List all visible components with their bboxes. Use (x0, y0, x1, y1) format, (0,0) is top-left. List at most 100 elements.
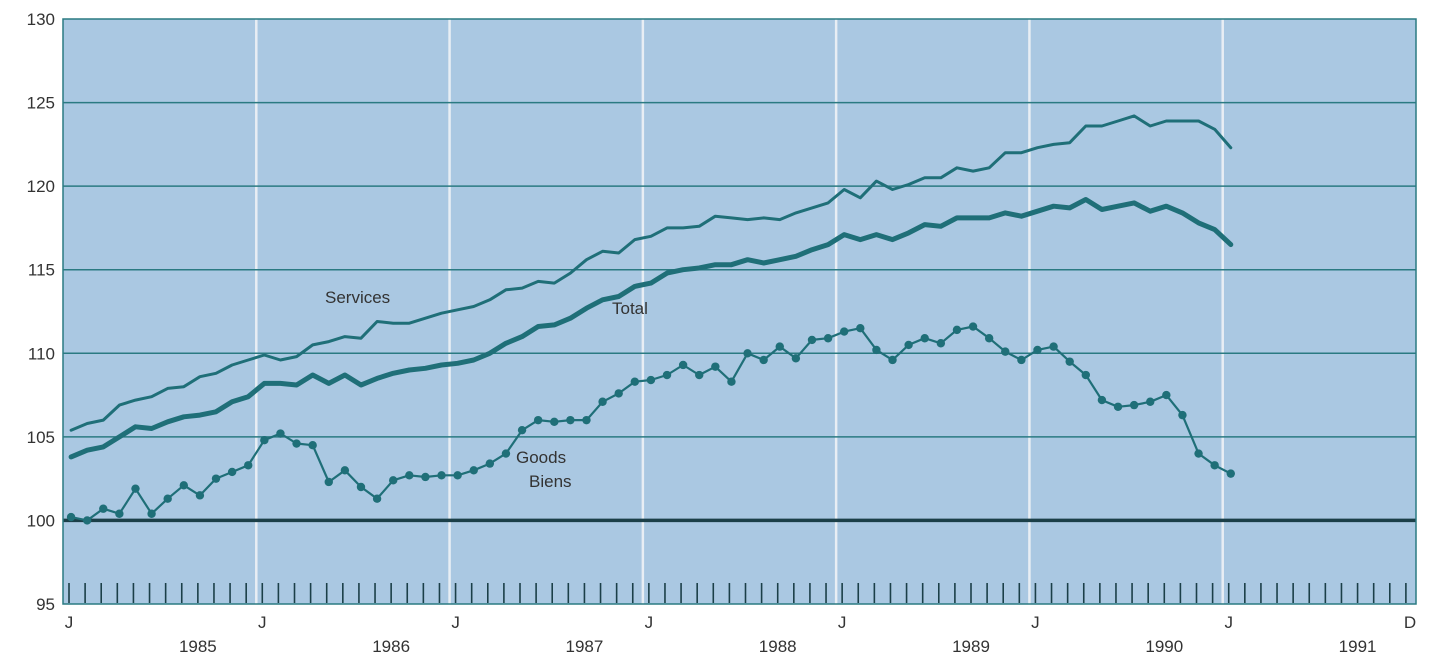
x-year-label: 1985 (179, 637, 217, 656)
data-point-goods (340, 466, 350, 475)
x-month-label: J (258, 613, 267, 632)
data-point-goods (807, 335, 817, 345)
data-point-goods (856, 324, 865, 333)
x-month-label: J (451, 613, 460, 632)
data-point-goods (1129, 400, 1139, 410)
series-label-services: Services (325, 288, 390, 307)
data-point-goods (517, 425, 527, 435)
data-point-goods (1001, 347, 1010, 356)
data-point-goods (115, 509, 124, 518)
data-point-goods (1049, 342, 1058, 351)
data-point-goods (308, 441, 317, 450)
x-year-label: 1988 (759, 637, 797, 656)
data-point-goods (888, 355, 897, 365)
data-point-goods (324, 477, 333, 487)
x-month-label: J (1031, 613, 1040, 632)
data-point-goods (1210, 461, 1219, 470)
data-point-goods (421, 472, 430, 482)
x-year-label: 1990 (1145, 637, 1183, 656)
data-point-goods (244, 461, 253, 470)
series-line-services (69, 114, 1233, 432)
data-point-goods (533, 415, 543, 425)
data-point-goods (195, 491, 205, 500)
plot-frame (62, 18, 1417, 605)
data-point-goods (920, 334, 929, 343)
data-point-goods (1146, 397, 1155, 406)
data-point-goods (82, 516, 92, 525)
x-month-label: D (1404, 613, 1416, 632)
data-point-goods (437, 471, 446, 480)
y-tick-label: 95 (36, 595, 55, 614)
data-point-goods (485, 459, 495, 468)
data-point-goods (695, 370, 704, 380)
x-month-label: J (645, 613, 654, 632)
data-point-goods (872, 345, 881, 355)
axis-ticks (68, 583, 1407, 603)
data-point-goods (405, 471, 414, 480)
plot-area (63, 19, 1416, 604)
data-point-goods (372, 494, 382, 503)
x-month-label: J (65, 613, 74, 632)
data-point-goods (356, 482, 366, 492)
data-point-goods (614, 389, 623, 398)
y-tick-label: 115 (28, 261, 55, 280)
data-point-goods (646, 375, 656, 385)
data-point-goods (839, 327, 849, 336)
data-point-goods (388, 476, 398, 485)
data-point-goods (582, 415, 591, 425)
x-year-label: 1987 (566, 637, 604, 656)
data-point-goods (759, 355, 768, 365)
data-point-goods (1081, 370, 1091, 380)
data-point-goods (775, 342, 784, 351)
data-point-goods (727, 377, 736, 386)
data-point-goods (469, 466, 478, 475)
x-month-label: J (838, 613, 847, 632)
series-label-total: Total (612, 299, 648, 318)
data-point-goods (276, 429, 285, 438)
data-point-goods (1097, 395, 1107, 405)
data-point-goods (984, 334, 994, 343)
data-point-goods (598, 397, 607, 406)
series-line-total (68, 197, 1234, 460)
data-point-goods (566, 415, 575, 425)
series-annotations: Services Total Goods Biens (325, 288, 648, 491)
data-point-goods (211, 474, 221, 483)
data-point-goods (1162, 390, 1171, 400)
data-point-goods (260, 436, 269, 445)
data-point-goods (952, 325, 962, 335)
x-month-label: J (1224, 613, 1233, 632)
data-point-goods (227, 467, 237, 477)
data-point-goods (1226, 469, 1235, 478)
axis-labels: 95 100 105 110 115 120 125 130 J J J J J J J D 1985 1986 1… (27, 10, 1417, 656)
data-point-goods (163, 494, 172, 503)
y-tick-label: 125 (27, 94, 55, 113)
data-point-goods (1178, 410, 1187, 420)
series-label-goods: Goods (516, 448, 566, 467)
data-point-goods (99, 504, 108, 513)
data-point-goods (179, 481, 189, 490)
x-year-label: 1986 (372, 637, 410, 656)
y-tick-label: 120 (27, 177, 55, 196)
x-year-label: 1989 (952, 637, 990, 656)
data-point-goods (936, 339, 946, 348)
data-point-goods (904, 340, 913, 350)
series-lines (66, 114, 1235, 525)
data-point-goods (550, 417, 559, 427)
data-point-goods (501, 449, 511, 458)
y-tick-label: 100 (27, 511, 55, 530)
data-point-goods (662, 370, 672, 380)
data-point-goods (791, 354, 801, 363)
data-point-goods (1113, 402, 1123, 411)
data-point-goods (66, 512, 76, 522)
y-tick-label: 110 (28, 344, 55, 363)
data-point-goods (1194, 449, 1203, 458)
data-point-goods (292, 439, 301, 448)
data-point-goods (711, 362, 720, 371)
data-point-goods (1017, 355, 1026, 365)
gridlines (63, 19, 1416, 604)
data-point-goods (630, 377, 640, 386)
y-tick-label: 130 (27, 10, 55, 29)
data-point-goods (453, 471, 462, 480)
